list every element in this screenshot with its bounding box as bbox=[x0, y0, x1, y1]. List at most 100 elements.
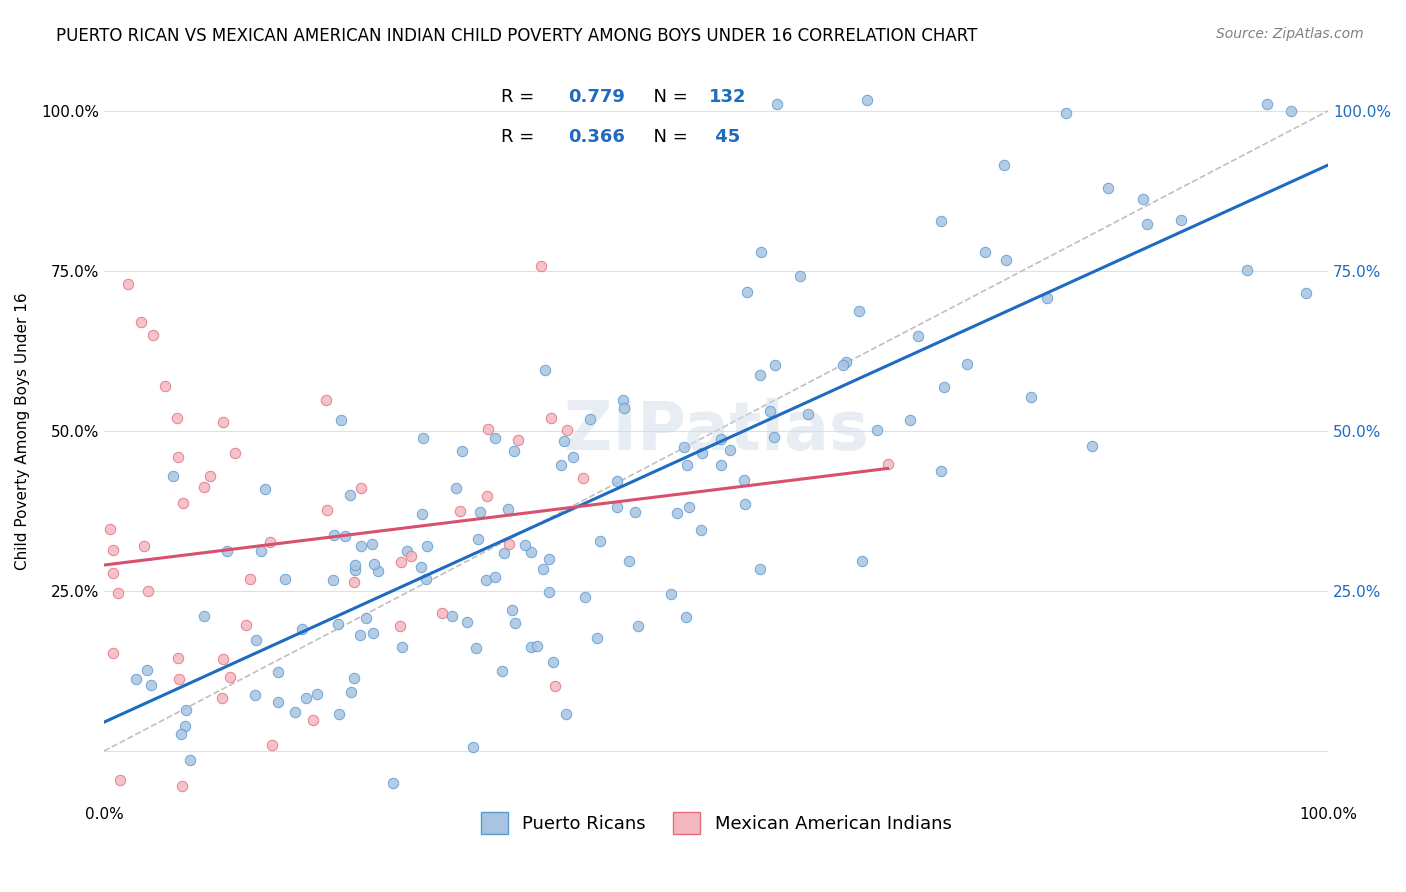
Point bbox=[931, 464, 953, 478]
Point bbox=[350, 481, 373, 495]
Point bbox=[932, 379, 955, 393]
Text: 45: 45 bbox=[710, 128, 741, 146]
Point bbox=[835, 355, 858, 369]
Point bbox=[179, 753, 201, 767]
Point bbox=[531, 562, 554, 576]
Point bbox=[612, 392, 634, 407]
Point bbox=[759, 404, 782, 418]
Point bbox=[550, 458, 572, 473]
Point bbox=[440, 608, 463, 623]
Point bbox=[748, 562, 770, 576]
Point bbox=[506, 433, 529, 447]
Point bbox=[1256, 97, 1278, 112]
Point bbox=[295, 691, 318, 706]
Point bbox=[484, 570, 506, 584]
Point bbox=[167, 450, 190, 464]
Point bbox=[659, 587, 682, 601]
Text: N =: N = bbox=[643, 128, 693, 146]
Point bbox=[484, 432, 506, 446]
Point bbox=[354, 610, 377, 624]
Point bbox=[108, 772, 131, 787]
Point bbox=[675, 458, 697, 472]
Point bbox=[259, 535, 281, 549]
Point bbox=[762, 430, 785, 444]
Point bbox=[388, 618, 411, 632]
Point bbox=[267, 695, 290, 709]
Point bbox=[170, 779, 193, 793]
Point bbox=[763, 358, 786, 372]
Point bbox=[995, 253, 1018, 268]
Point bbox=[491, 665, 513, 679]
Point bbox=[530, 259, 553, 273]
Point bbox=[416, 539, 439, 553]
Point bbox=[1136, 217, 1159, 231]
Point bbox=[1132, 192, 1154, 206]
Text: N =: N = bbox=[643, 88, 693, 106]
Point bbox=[627, 619, 650, 633]
Point bbox=[475, 489, 498, 503]
Point bbox=[734, 497, 756, 511]
Text: R =: R = bbox=[502, 88, 540, 106]
Point bbox=[415, 572, 437, 586]
Point bbox=[749, 244, 772, 259]
Point bbox=[956, 357, 979, 371]
Point bbox=[361, 537, 384, 551]
Point bbox=[260, 739, 283, 753]
Point bbox=[367, 564, 389, 578]
Point bbox=[538, 551, 561, 566]
Point bbox=[589, 533, 612, 548]
Point bbox=[572, 470, 595, 484]
Point bbox=[555, 423, 578, 437]
Point bbox=[267, 665, 290, 680]
Point bbox=[1054, 106, 1077, 120]
Point bbox=[470, 505, 492, 519]
Point bbox=[675, 610, 697, 624]
Point bbox=[464, 641, 486, 656]
Text: Source: ZipAtlas.com: Source: ZipAtlas.com bbox=[1216, 27, 1364, 41]
Point bbox=[343, 574, 366, 589]
Text: PUERTO RICAN VS MEXICAN AMERICAN INDIAN CHILD POVERTY AMONG BOYS UNDER 16 CORREL: PUERTO RICAN VS MEXICAN AMERICAN INDIAN … bbox=[56, 27, 977, 45]
Point bbox=[323, 527, 346, 541]
Point bbox=[749, 368, 772, 382]
Point bbox=[117, 277, 139, 291]
Point bbox=[866, 423, 889, 437]
Point bbox=[718, 443, 741, 458]
Point bbox=[411, 507, 433, 521]
Point bbox=[467, 532, 489, 546]
Point bbox=[606, 500, 628, 514]
Point bbox=[212, 415, 235, 429]
Point bbox=[329, 413, 352, 427]
Point bbox=[316, 502, 339, 516]
Point bbox=[974, 244, 997, 259]
Point bbox=[526, 639, 548, 653]
Point bbox=[789, 269, 811, 284]
Point bbox=[710, 458, 733, 472]
Text: 0.779: 0.779 bbox=[568, 88, 626, 106]
Point bbox=[363, 626, 385, 640]
Point bbox=[929, 214, 952, 228]
Point bbox=[449, 503, 471, 517]
Point bbox=[613, 401, 636, 415]
Point bbox=[315, 393, 337, 408]
Point bbox=[340, 685, 363, 699]
Point bbox=[537, 584, 560, 599]
Point bbox=[136, 583, 159, 598]
Point bbox=[174, 703, 197, 717]
Point bbox=[166, 650, 188, 665]
Point bbox=[125, 672, 148, 686]
Point bbox=[733, 473, 755, 487]
Point bbox=[1170, 212, 1192, 227]
Point bbox=[446, 481, 468, 495]
Text: 0.366: 0.366 bbox=[568, 128, 626, 146]
Text: 132: 132 bbox=[710, 88, 747, 106]
Point bbox=[235, 618, 257, 632]
Point bbox=[900, 413, 922, 427]
Point bbox=[856, 93, 879, 107]
Point bbox=[305, 687, 328, 701]
Point bbox=[412, 431, 434, 445]
Point bbox=[477, 422, 499, 436]
Y-axis label: Child Poverty Among Boys Under 16: Child Poverty Among Boys Under 16 bbox=[15, 292, 30, 570]
Point bbox=[198, 468, 221, 483]
Point bbox=[170, 727, 193, 741]
Point bbox=[737, 285, 759, 299]
